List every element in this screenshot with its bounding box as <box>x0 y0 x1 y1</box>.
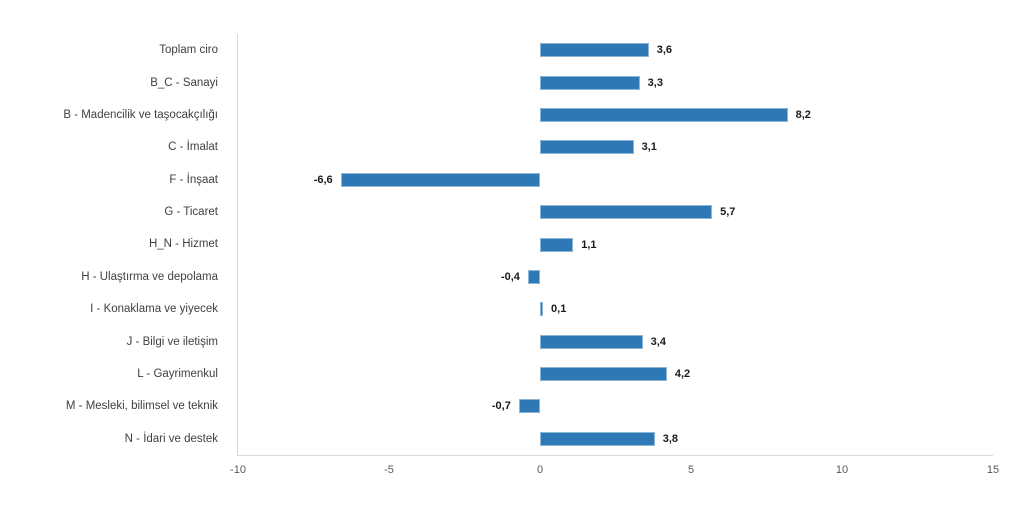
value-label: 3,1 <box>641 141 657 154</box>
x-axis-tick-label: -5 <box>384 464 394 476</box>
value-label: 3,6 <box>656 44 673 57</box>
bar <box>518 399 540 414</box>
category-label: J - Bilgi ve iletişim <box>126 335 218 348</box>
category-label: N - İdari ve destek <box>124 432 218 445</box>
bar <box>540 302 544 317</box>
bar <box>540 367 667 382</box>
category-label: L - Gayrimenkul <box>137 368 218 381</box>
value-label: 1,1 <box>581 238 597 251</box>
bar <box>540 43 649 58</box>
value-label: 3,8 <box>662 432 679 445</box>
bar <box>340 172 540 187</box>
category-label: B_C - Sanayi <box>150 76 218 89</box>
category-label: B - Madencilik ve taşocakçılığı <box>63 108 218 121</box>
bar <box>540 334 643 349</box>
category-label: F - İnşaat <box>169 173 218 186</box>
value-label: -0,7 <box>491 400 511 413</box>
x-axis-tick-label: 10 <box>835 464 849 476</box>
bar <box>540 205 713 220</box>
x-axis-tick-label: 0 <box>536 464 544 476</box>
bar <box>540 75 640 90</box>
value-label: 3,4 <box>650 335 666 348</box>
plot-area: 3,6 3,3 8,2 3,1 -6,6 5,7 1,1 -0,4 0,1 3,4 4,2 -0,7 3… <box>230 34 999 476</box>
bar <box>540 237 574 252</box>
value-label: 4,2 <box>674 368 691 381</box>
category-axis: Toplam ciro B_C - Sanayi B - Madencilik ve… <box>0 34 228 455</box>
value-label: 8,2 <box>795 108 811 121</box>
value-label: -6,6 <box>313 173 333 186</box>
bar <box>540 431 655 446</box>
category-label: H_N - Hizmet <box>148 238 218 251</box>
value-label: -0,4 <box>500 270 520 283</box>
category-label: M - Mesleki, bilimsel ve teknik <box>65 400 218 413</box>
bar <box>527 269 540 284</box>
category-label: G - Ticaret <box>164 206 218 219</box>
category-label: C - İmalat <box>168 141 218 154</box>
value-label: 0,1 <box>551 303 567 316</box>
x-axis-tick-label: -10 <box>230 464 246 476</box>
category-label: Toplam ciro <box>159 44 218 57</box>
category-label: H - Ulaştırma ve depolama <box>81 270 218 283</box>
value-label: 3,3 <box>647 76 663 89</box>
value-label: 5,7 <box>720 206 736 219</box>
bar <box>540 140 634 155</box>
bar <box>540 107 788 122</box>
x-axis-tick-label: 15 <box>986 464 1000 476</box>
category-label: I - Konaklama ve yiyecek <box>90 303 218 316</box>
x-axis-tick-label: 5 <box>687 464 695 476</box>
